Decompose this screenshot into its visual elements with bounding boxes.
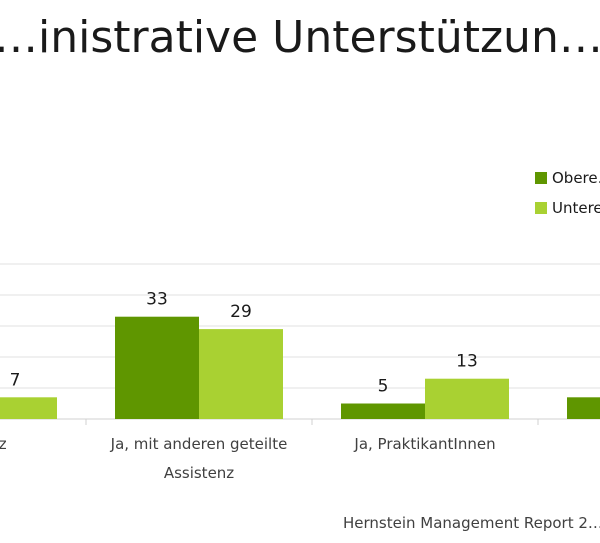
bar-untere-2 — [425, 378, 509, 419]
legend-label-obere: Obere… — [552, 169, 600, 187]
data-label: 33 — [146, 290, 168, 310]
category-labels: …sistenz Ja, mit anderen geteilte Assisten… — [0, 435, 496, 482]
data-label: 13 — [456, 352, 478, 372]
legend-swatch-untere — [535, 202, 547, 214]
bar-obere-2 — [341, 403, 425, 419]
bar-untere-0 — [0, 397, 57, 419]
category-label: …sistenz — [0, 435, 7, 453]
bar-untere-1 — [199, 329, 283, 419]
legend-label-untere: Untere… — [552, 199, 600, 217]
data-label: 29 — [230, 302, 252, 322]
legend: Obere… Untere… — [535, 169, 600, 217]
data-label: 5 — [378, 377, 389, 397]
category-label: Ja, mit anderen geteilte — [110, 435, 288, 453]
bar-obere-1 — [115, 316, 199, 419]
data-label: 7 — [10, 370, 21, 390]
chart-title: …inistrative Unterstützun… — [0, 12, 600, 63]
legend-swatch-obere — [535, 172, 547, 184]
category-label: Assistenz — [164, 464, 234, 482]
source-label: Hernstein Management Report 2… — [343, 514, 600, 532]
gridlines — [0, 263, 600, 425]
bars — [0, 316, 600, 419]
bar-obere-3 — [567, 397, 600, 419]
data-labels: 7 33 29 5 13 — [10, 290, 478, 397]
category-label: Ja, PraktikantInnen — [353, 435, 495, 453]
